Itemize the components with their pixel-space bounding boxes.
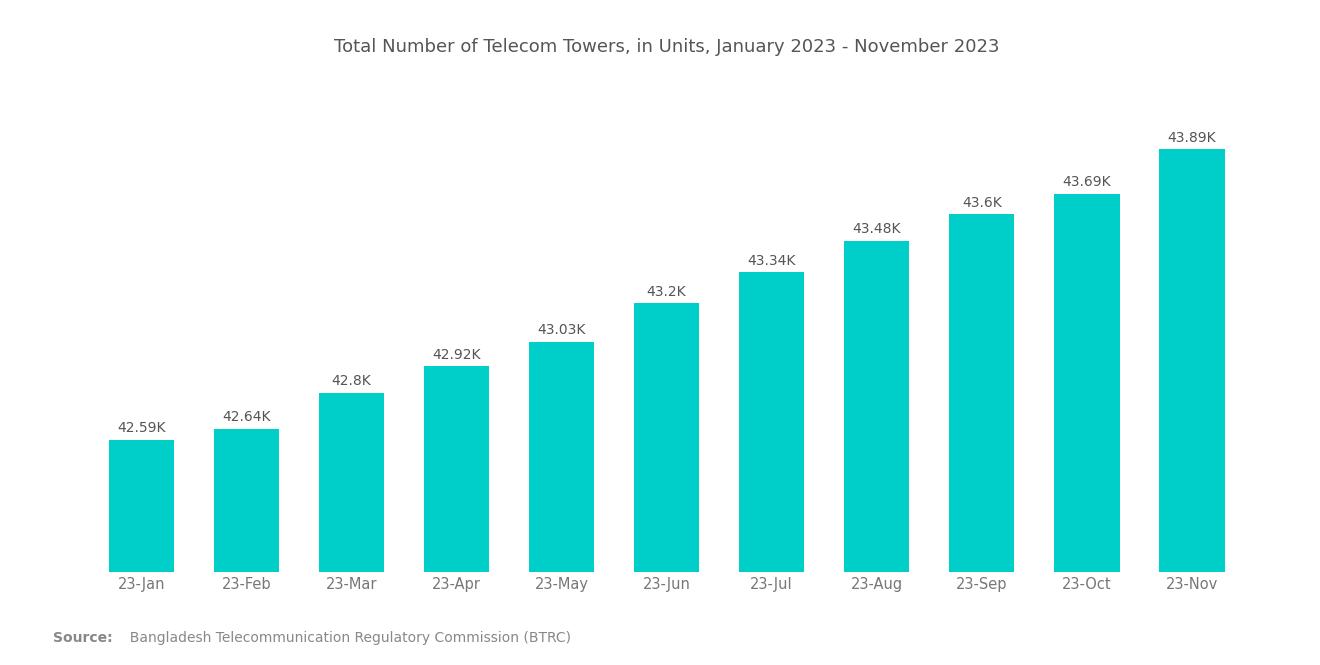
Text: 43.89K: 43.89K xyxy=(1168,130,1216,145)
Bar xyxy=(424,366,488,572)
Text: 43.2K: 43.2K xyxy=(647,285,686,299)
Bar xyxy=(214,429,279,572)
Bar xyxy=(1159,149,1225,572)
Text: 42.8K: 42.8K xyxy=(331,374,371,388)
Bar xyxy=(739,272,804,572)
Bar xyxy=(1055,194,1119,572)
Bar xyxy=(949,214,1015,572)
Text: 43.69K: 43.69K xyxy=(1063,176,1111,190)
Text: 43.48K: 43.48K xyxy=(853,222,902,236)
Bar xyxy=(529,342,594,572)
Bar xyxy=(634,303,700,572)
Text: 43.34K: 43.34K xyxy=(747,253,796,268)
Text: 42.64K: 42.64K xyxy=(222,410,271,424)
Bar xyxy=(845,241,909,572)
Text: Source:: Source: xyxy=(53,631,112,645)
Bar xyxy=(318,393,384,572)
Text: Bangladesh Telecommunication Regulatory Commission (BTRC): Bangladesh Telecommunication Regulatory … xyxy=(121,631,572,645)
Text: 42.92K: 42.92K xyxy=(432,348,480,362)
Bar xyxy=(108,440,174,572)
Title: Total Number of Telecom Towers, in Units, January 2023 - November 2023: Total Number of Telecom Towers, in Units… xyxy=(334,38,999,56)
Text: 42.59K: 42.59K xyxy=(117,422,165,436)
Text: 43.6K: 43.6K xyxy=(962,196,1002,209)
Text: 43.03K: 43.03K xyxy=(537,323,586,337)
